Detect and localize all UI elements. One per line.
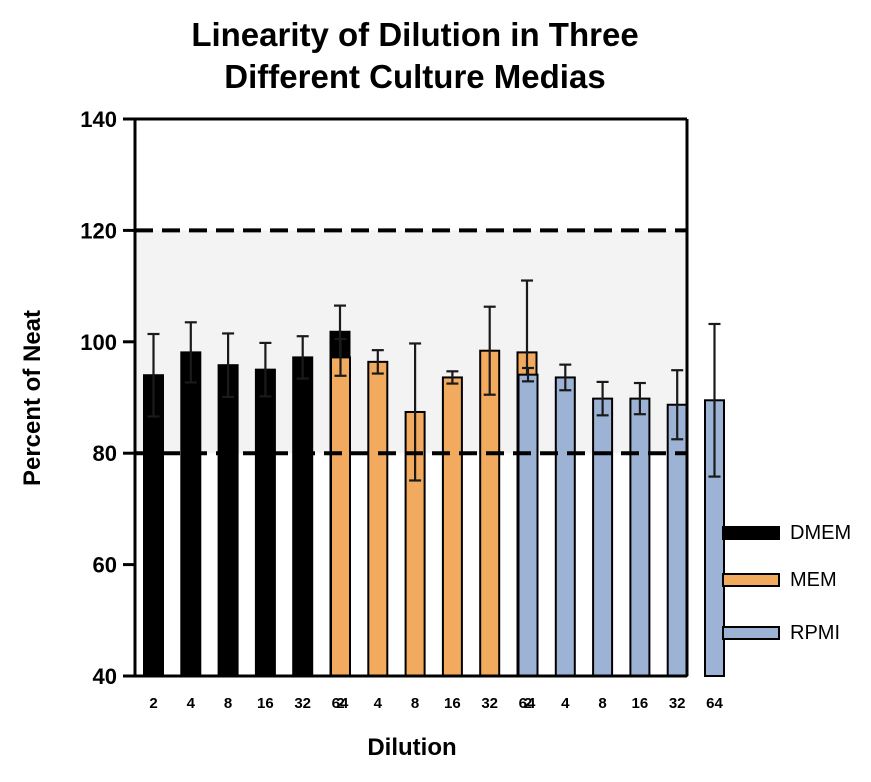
bar-rpmi-8 bbox=[592, 397, 614, 677]
bar-mem-4 bbox=[367, 360, 389, 677]
error-bar-mem-32 bbox=[483, 305, 496, 396]
bar-mem-16 bbox=[441, 376, 463, 677]
bar-mem-2 bbox=[330, 356, 351, 677]
bar-rpmi-16 bbox=[629, 397, 651, 677]
bar-rpmi-32 bbox=[666, 403, 688, 677]
bar-mem-32 bbox=[479, 349, 501, 677]
x-tick-label-rpmi-2: 2 bbox=[524, 695, 532, 712]
x-tick-label-mem-2: 2 bbox=[336, 695, 344, 712]
error-bar-rpmi-2 bbox=[522, 366, 534, 383]
legend-label-rpmi: RPMI bbox=[790, 622, 840, 644]
error-bar-dmem-32 bbox=[296, 335, 309, 380]
y-tick-label-140: 140 bbox=[80, 107, 117, 132]
error-bar-rpmi-8 bbox=[596, 380, 609, 417]
legend-item-rpmi: RPMI bbox=[722, 622, 871, 644]
x-axis-label: Dilution bbox=[367, 734, 456, 761]
x-tick-label-mem-4: 4 bbox=[374, 695, 383, 712]
error-bar-mem-16 bbox=[446, 370, 459, 385]
x-tick-label-dmem-64: 64 bbox=[332, 695, 349, 712]
legend-swatch-rpmi bbox=[722, 626, 780, 640]
error-bar-dmem-2 bbox=[147, 332, 160, 418]
legend-label-mem: MEM bbox=[790, 569, 837, 591]
chart-title-line-1: Linearity of Dilution in Three bbox=[191, 16, 638, 53]
x-tick-label-mem-32: 32 bbox=[481, 695, 498, 712]
legend-swatch-mem bbox=[722, 573, 780, 587]
bar-dmem-16 bbox=[254, 368, 276, 677]
error-bar-mem-8 bbox=[409, 342, 422, 482]
y-tick-label-80: 80 bbox=[93, 441, 117, 466]
bar-dmem-4 bbox=[180, 351, 202, 677]
x-tick-label-rpmi-4: 4 bbox=[561, 695, 570, 712]
y-tick-label-60: 60 bbox=[93, 553, 117, 578]
legend-label-dmem: DMEM bbox=[790, 522, 852, 544]
x-tick-label-dmem-8: 8 bbox=[224, 695, 232, 712]
error-bar-dmem-16 bbox=[259, 341, 272, 398]
x-tick-label-rpmi-32: 32 bbox=[669, 695, 686, 712]
y-tick-label-40: 40 bbox=[93, 664, 117, 689]
error-bar-rpmi-32 bbox=[671, 369, 684, 441]
x-tick-label-mem-8: 8 bbox=[411, 695, 419, 712]
error-bar-dmem-4 bbox=[184, 321, 197, 384]
x-tick-label-rpmi-64: 64 bbox=[706, 695, 723, 712]
x-tick-label-dmem-2: 2 bbox=[149, 695, 157, 712]
error-bar-mem-4 bbox=[371, 349, 384, 375]
bar-dmem-32 bbox=[292, 356, 314, 677]
x-tick-label-rpmi-16: 16 bbox=[632, 695, 649, 712]
chart-title-line-2: Different Culture Medias bbox=[224, 58, 605, 95]
error-bar-mem-2 bbox=[334, 337, 347, 377]
x-tick-label-dmem-16: 16 bbox=[257, 695, 274, 712]
bar-dmem-8 bbox=[217, 364, 239, 677]
bar-rpmi-2 bbox=[517, 373, 539, 677]
legend-item-mem: MEM bbox=[722, 569, 871, 591]
legend-swatch-dmem bbox=[722, 526, 780, 540]
error-bar-rpmi-16 bbox=[633, 381, 646, 416]
legend-item-dmem: DMEM bbox=[722, 522, 871, 544]
bar-dmem-2 bbox=[143, 374, 164, 677]
x-tick-label-dmem-32: 32 bbox=[294, 695, 311, 712]
y-axis-label: Percent of Neat bbox=[19, 310, 46, 486]
y-tick-label-100: 100 bbox=[80, 330, 117, 355]
error-bar-rpmi-4 bbox=[559, 363, 572, 392]
x-tick-label-dmem-4: 4 bbox=[187, 695, 196, 712]
x-tick-label-rpmi-8: 8 bbox=[598, 695, 606, 712]
error-bar-dmem-8 bbox=[222, 332, 235, 399]
error-bar-rpmi-64 bbox=[708, 322, 721, 478]
y-tick-label-120: 120 bbox=[80, 218, 117, 243]
x-tick-label-mem-16: 16 bbox=[444, 695, 461, 712]
bar-rpmi-4 bbox=[554, 376, 576, 677]
x-tick-label-mem-64: 64 bbox=[519, 695, 536, 712]
